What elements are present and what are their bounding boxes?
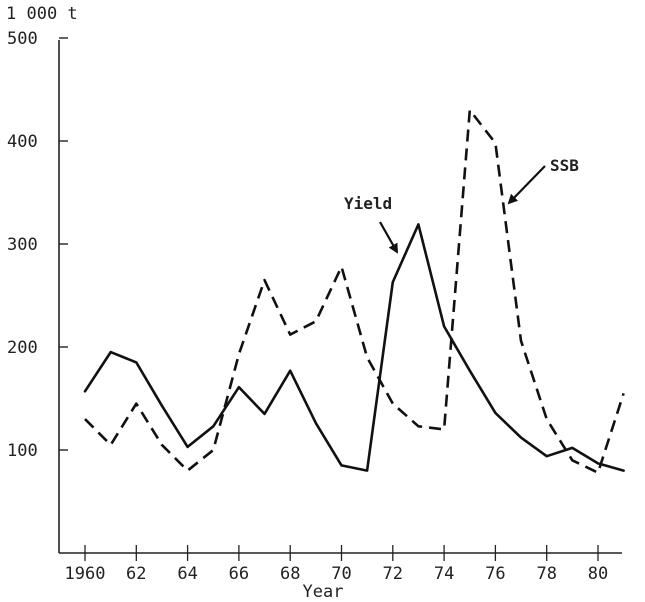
x-tick-label: 78	[536, 564, 556, 584]
x-axis-title: Year	[303, 582, 344, 602]
yield-series-line	[83, 223, 625, 472]
x-tick-label: 70	[331, 564, 351, 584]
yield-annotation-label: Yield	[344, 194, 392, 213]
yield-annotation-arrow	[379, 221, 398, 254]
ssb-annotation-arrow	[507, 165, 546, 205]
x-tick-label: 62	[126, 564, 146, 584]
x-tick-label: 76	[485, 564, 505, 584]
y-tick-label: 100	[7, 441, 38, 461]
x-tick-label: 74	[434, 564, 454, 584]
y-ticks: 100 200 300 400 500	[7, 29, 68, 461]
y-tick-label: 400	[7, 132, 38, 152]
x-tick-label: 1960	[65, 564, 106, 584]
y-tick-label: 500	[7, 29, 38, 49]
x-tick-label: 68	[280, 564, 300, 584]
y-tick-label: 200	[7, 338, 38, 358]
x-tick-label: 72	[383, 564, 403, 584]
x-ticks: 1960 62 64 66 68 70 72 74 76 78 80	[65, 545, 608, 584]
y-tick-label: 300	[7, 235, 38, 255]
series-layer	[83, 108, 625, 475]
x-tick-label: 64	[177, 564, 197, 584]
ssb-series-line	[84, 108, 625, 475]
x-tick-label: 66	[229, 564, 249, 584]
ssb-annotation-label: SSB	[550, 156, 579, 175]
x-tick-label: 80	[588, 564, 608, 584]
y-unit-label: 1 000 t	[6, 4, 78, 24]
